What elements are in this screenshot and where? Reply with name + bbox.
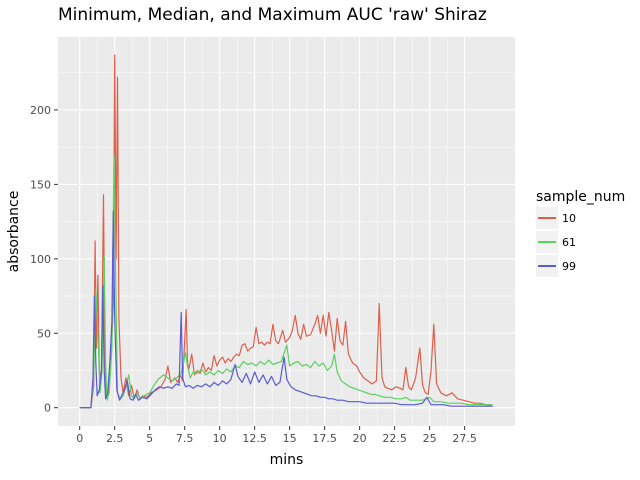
x-tick-label: 17.5: [312, 432, 337, 445]
x-tick-label: 5: [146, 432, 153, 445]
x-tick-label: 0: [76, 432, 83, 445]
series-line-10: [79, 54, 493, 409]
plot-panel: [58, 37, 515, 426]
y-tick-label: 200: [30, 104, 51, 117]
x-tick-label: 22.5: [382, 432, 407, 445]
x-tick-label: 2.5: [106, 432, 124, 445]
x-tick-label: 25: [423, 432, 437, 445]
y-tick-label: 50: [37, 327, 51, 340]
x-tick-label: 12.5: [242, 432, 267, 445]
x-axis: 0 2.5 5 7.5 10 12.5 15 17.5 20 22.5 25 27.5: [76, 426, 477, 445]
x-axis-title: mins: [270, 452, 304, 468]
legend-label-99: 99: [562, 260, 576, 273]
y-axis-title: absorbance: [6, 191, 22, 273]
series-lines: [79, 54, 493, 409]
x-tick-label: 10: [213, 432, 227, 445]
legend-label-61: 61: [562, 236, 576, 249]
grid-minor: [58, 37, 515, 426]
chart-title: Minimum, Median, and Maximum AUC 'raw' S…: [58, 5, 487, 25]
y-axis: 0 50 100 150 200: [30, 104, 58, 415]
legend-label-10: 10: [562, 212, 576, 225]
legend-title: sample_num: [536, 189, 625, 205]
y-tick-label: 150: [30, 178, 51, 191]
legend: sample_num 10 61 99: [536, 189, 625, 277]
series-line-99: [79, 210, 493, 409]
x-tick-label: 7.5: [176, 432, 194, 445]
y-tick-label: 0: [44, 402, 51, 415]
y-tick-label: 100: [30, 253, 51, 266]
x-tick-label: 15: [283, 432, 297, 445]
series-line-61: [79, 154, 493, 409]
x-tick-label: 20: [353, 432, 367, 445]
x-tick-label: 27.5: [452, 432, 477, 445]
